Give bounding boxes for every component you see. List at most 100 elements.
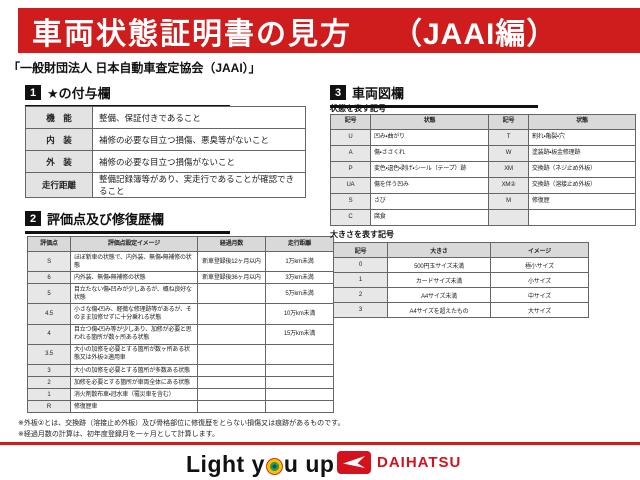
size-symbols-header-row: 記号 大きさ イメージ [333,242,589,258]
table-cell: 傷・ささくれ [370,145,489,162]
table-cell: 内 装 [25,128,93,151]
footnotes: ※外板②とは、交換跡（溶接止め外板）及び骨格部位に修復歴をとらない損傷又は痕跡が… [18,418,344,440]
table-cell: P [330,161,371,178]
table-cell: A4サイズ未満 [387,287,491,303]
table-cell [265,343,334,366]
table-cell: 割れ・亀裂・穴 [528,129,636,146]
table-header-cell: イメージ [490,242,589,258]
table-cell: 3 [27,364,71,378]
table-cell: 補修の必要な目立つ損傷、悪臭等がないこと [92,128,306,151]
table-row: 4 目立つ傷・凹み等が少しあり、加修が必要と思われる箇所が数ヶ所ある状態 15万km… [27,323,334,345]
section3-heading: 3 車両図欄 [330,83,538,108]
table-cell [197,364,266,378]
table-cell: 1 [27,388,71,402]
table-cell: 機 能 [25,106,93,129]
table-header-cell: 記号 [488,114,529,130]
table-row: 内 装補修の必要な目立つ損傷、悪臭等がないこと [25,128,306,151]
evaluation-table-body: S ほぼ新車の状態で、内外装、無傷・無補修の状態 新車登録後12ヶ月以内 1万km未満… [27,250,334,414]
table-cell: 走行距離 [25,172,93,198]
table-cell: 修復歴車 [70,400,198,414]
table-row: 機 能整備、保証付きであること [25,106,306,129]
table-header-cell: 状態 [370,114,489,130]
table-row: S ほぼ新車の状態で、内外装、無傷・無補修の状態 新車登録後12ヶ月以内 1万km未満 [27,250,334,273]
table-cell: 15万km未満 [265,323,334,345]
star-criteria-body: 機 能整備、保証付きであること内 装補修の必要な目立つ損傷、悪臭等がないこと外 … [25,106,306,198]
table-row: 2 加修を必要とする箇所が車両全体にある状態 [27,376,334,390]
table-cell: 3 [333,302,388,318]
table-cell: 目立たない傷・凹みが少しあるが、概ね良好な状態 [70,283,198,305]
table-row: C 腐食 [330,209,636,226]
table-header-cell: 評価点設定イメージ [70,236,198,252]
table-cell: 小サイズ [490,272,589,288]
table-cell: 修復歴 [528,193,636,210]
table-cell: 1万km未満 [265,250,334,273]
table-cell: 大小の加修を必要とする箇所が数ヶ所ある状態又は外板②適用車 [70,343,198,366]
table-cell: 極小サイズ [490,257,589,273]
daihatsu-emblem-icon [337,451,371,474]
table-cell: U [330,129,371,146]
table-cell [197,400,266,414]
table-cell: 加修を必要とする箇所が車両全体にある状態 [70,376,198,390]
table-cell: 500円玉サイズ未満 [387,257,491,273]
table-cell: 外 装 [25,150,93,173]
table-cell: 6 [27,271,71,285]
state-symbols-table: 記号 状態 記号 状態 U 凹み・曲がり T 割れ・亀裂・穴 A 傷・ささくれ W 塗装跡・板金修理… [330,114,636,226]
table-cell: 5万km未満 [265,283,334,305]
table-header-cell: 大きさ [387,242,491,258]
state-symbols-head: 記号 状態 記号 状態 [330,114,636,130]
table-cell: R [27,400,71,414]
table-cell: UA [330,177,371,194]
table-cell: 新車登録後12ヶ月以内 [197,250,266,273]
table-cell: 変色・退色・剥げ・シール（テープ）跡 [370,161,489,178]
table-cell: M [488,193,529,210]
footnote-line: ※経過月数の計算は、初年度登録月を一ヶ月として計算します。 [18,431,219,439]
table-header-cell: 評価点 [27,236,71,252]
table-row: 2 A4サイズ未満 中サイズ [333,287,589,303]
section1-title: ★の付与欄 [47,86,111,101]
footer-divider [0,442,640,445]
light-you-up-logo: Light y u up [186,451,334,477]
table-cell: 大サイズ [490,302,589,318]
table-cell [265,364,334,378]
table-header-cell: 状態 [528,114,636,130]
section2-heading: 2 評価点及び修復歴欄 [25,209,230,234]
table-cell [528,209,636,226]
table-row: S さび M 修復歴 [330,193,636,210]
table-row: U 凹み・曲がり T 割れ・亀裂・穴 [330,129,636,146]
table-cell [197,283,266,305]
table-cell: 1 [333,272,388,288]
slogan-text-left: Light y [186,450,265,477]
table-cell: 腐食 [370,209,489,226]
evaluation-table-head: 評価点 評価点設定イメージ 経過月数 走行距離 [27,236,334,252]
daihatsu-logo: DAIHATSU [337,451,461,474]
daihatsu-wordmark: DAIHATSU [377,454,462,471]
table-cell: 補修の必要な目立つ損傷がないこと [92,150,306,173]
table-cell: A [330,145,371,162]
table-row: 5 目立たない傷・凹みが少しあるが、概ね良好な状態 5万km未満 [27,283,334,305]
table-cell: 4 [27,323,71,345]
table-cell: 5 [27,283,71,305]
size-symbols-table: 記号 大きさ イメージ 0 500円玉サイズ未満 極小サイズ 1 カードサイズ未満 小サイズ 2… [333,242,589,318]
state-symbols-header-row: 記号 状態 記号 状態 [330,114,636,130]
table-row: 3.5 大小の加修を必要とする箇所が数ヶ所ある状態又は外板②適用車 [27,343,334,366]
table-cell: 内外装、無傷・無補修の状態 [70,271,198,285]
table-row: 走行距離 整備記録簿等があり、実走行であることが確認できること [25,172,306,198]
table-row: 外 装補修の必要な目立つ損傷がないこと [25,150,306,173]
footnote-line: ※外板②とは、交換跡（溶接止め外板）及び骨格部位に修復歴をとらない損傷又は痕跡が… [18,420,345,427]
size-symbols-body: 0 500円玉サイズ未満 極小サイズ 1 カードサイズ未満 小サイズ 2 A4サイズ未満 中サイ… [333,257,589,318]
table-cell: 0 [333,257,388,273]
star-criteria-table: 機 能整備、保証付きであること内 装補修の必要な目立つ損傷、悪臭等がないこと外 … [25,106,306,198]
table-cell [197,343,266,366]
section1-number-badge: 1 [25,85,41,100]
table-cell: 交換跡（溶接止め外板） [528,177,636,194]
table-cell: 凹み・曲がり [370,129,489,146]
table-header-cell: 記号 [330,114,371,130]
table-cell: 4.5 [27,303,71,325]
table-cell: カードサイズ未満 [387,272,491,288]
table-row: 1 カードサイズ未満 小サイズ [333,272,589,288]
table-cell: 整備、保証付きであること [92,106,306,129]
section3-title: 車両図欄 [352,86,405,101]
table-cell: S [330,193,371,210]
table-header-cell: 走行距離 [265,236,334,252]
